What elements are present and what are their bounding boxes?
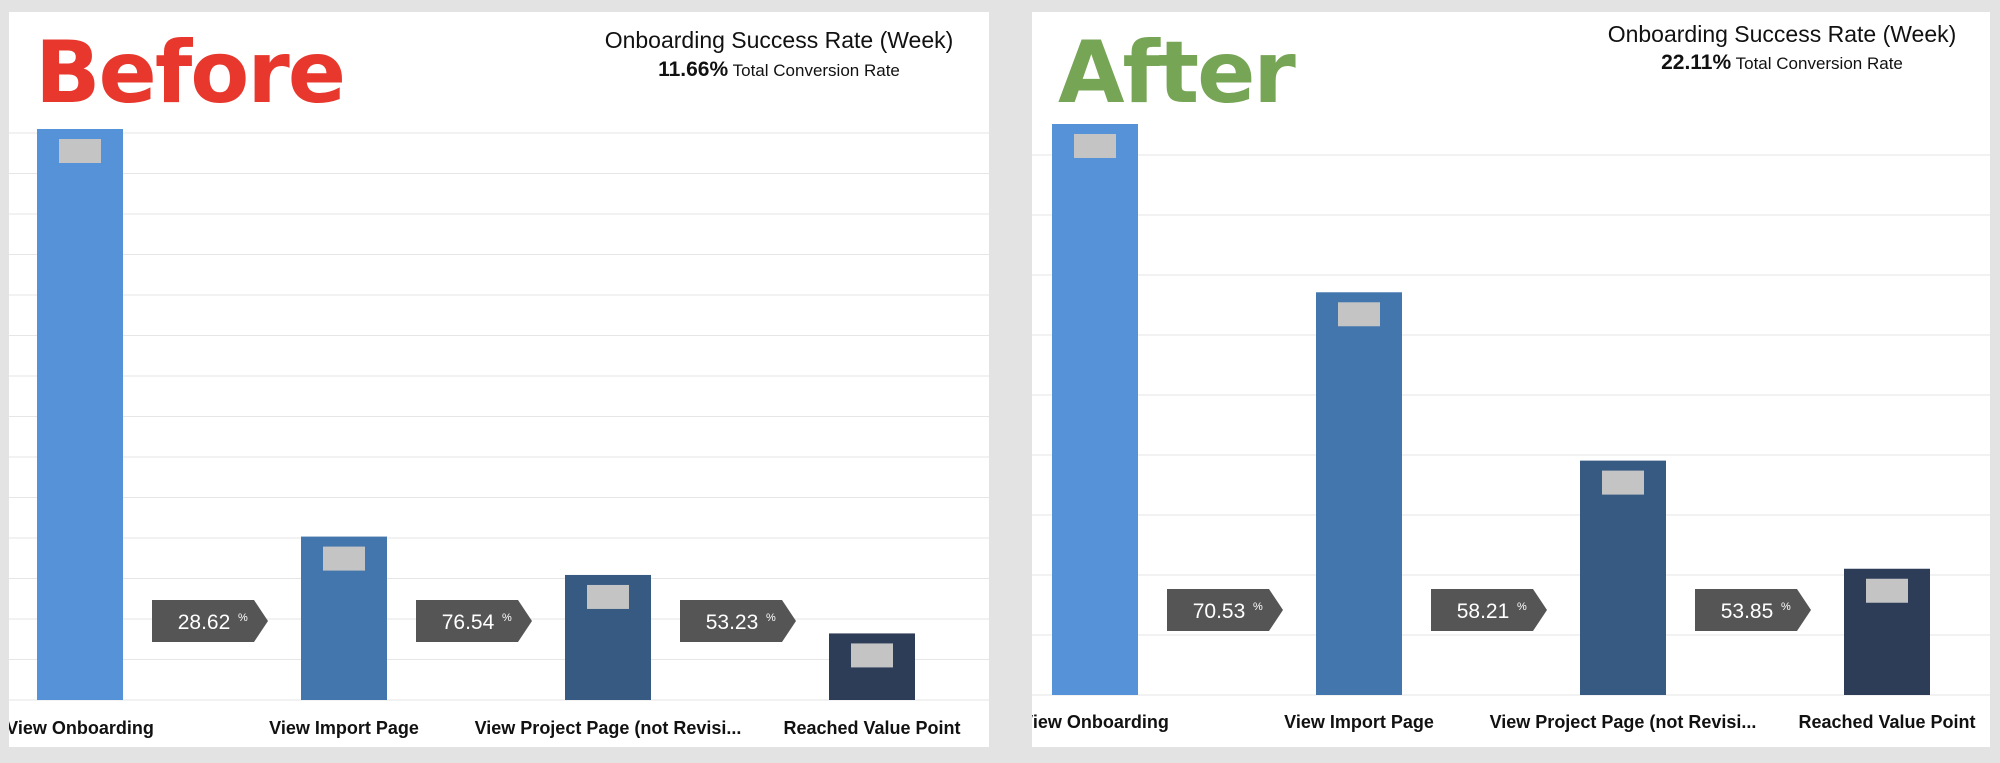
total-conversion: 11.66% Total Conversion Rate [569, 59, 989, 80]
category-label: View Import Page [269, 718, 419, 738]
bar[interactable] [1580, 460, 1666, 695]
total-conversion: 22.11% Total Conversion Rate [1572, 52, 1990, 73]
percent-unit: % [1517, 601, 1527, 613]
total-conversion-label: Total Conversion Rate [1735, 54, 1903, 73]
category-label: Reached Value Point [1798, 712, 1975, 732]
category-label: View Onboarding [9, 718, 154, 738]
bar[interactable] [37, 129, 123, 700]
step-conversion-rate: 53.23 [706, 611, 759, 634]
bar-value-placeholder [1338, 302, 1380, 327]
after-label: After [1058, 23, 1296, 123]
bar-value-placeholder [1602, 470, 1644, 495]
total-conversion-label: Total Conversion Rate [732, 61, 900, 80]
bar-value-placeholder [587, 584, 629, 609]
category-label: Reached Value Point [783, 718, 960, 738]
after-panel: View Onboarding View Import Page View Proj… [1032, 12, 1990, 747]
category-label: View Onboarding [1032, 712, 1169, 732]
total-conversion-rate: 11.66% [658, 58, 729, 81]
percent-unit: % [766, 612, 776, 624]
step-conversion-arrow [152, 600, 268, 642]
chart-title: Onboarding Success Rate (Week) [1607, 21, 1957, 47]
step-conversion-arrow [1167, 589, 1283, 631]
percent-unit: % [502, 612, 512, 624]
step-conversion-rate: 58.21 [1457, 600, 1510, 623]
percent-unit: % [1253, 601, 1263, 613]
percent-unit: % [1781, 601, 1791, 613]
category-label: View Project Page (not Revisi... [475, 718, 742, 738]
category-label: View Project Page (not Revisi... [1490, 712, 1757, 732]
category-label: View Import Page [1284, 712, 1434, 732]
bar-value-placeholder [1074, 134, 1116, 158]
total-conversion-rate: 22.11% [1661, 51, 1732, 74]
before-panel: View Onboarding View Import Page View Proj… [9, 12, 989, 747]
bar-value-placeholder [59, 139, 101, 163]
step-conversion-arrow [416, 600, 532, 642]
step-conversion-rate: 76.54 [442, 611, 495, 634]
before-label: Before [35, 23, 346, 123]
step-conversion-rate: 53.85 [1721, 600, 1774, 623]
step-conversion-arrow [680, 600, 796, 642]
step-conversion-arrow [1695, 589, 1811, 631]
chart-title: Onboarding Success Rate (Week) [604, 27, 954, 53]
bar-value-placeholder [851, 643, 893, 668]
step-conversion-rate: 28.62 [178, 611, 231, 634]
bar-value-placeholder [1866, 578, 1908, 603]
step-conversion-arrow [1431, 589, 1547, 631]
step-conversion-rate: 70.53 [1193, 600, 1246, 623]
percent-unit: % [238, 612, 248, 624]
bar[interactable] [1052, 124, 1138, 695]
bar[interactable] [1316, 292, 1402, 695]
after-funnel-chart: View Onboarding View Import Page View Proj… [1032, 124, 1990, 732]
bar-value-placeholder [323, 546, 365, 571]
before-funnel-chart: View Onboarding View Import Page View Proj… [9, 129, 989, 738]
